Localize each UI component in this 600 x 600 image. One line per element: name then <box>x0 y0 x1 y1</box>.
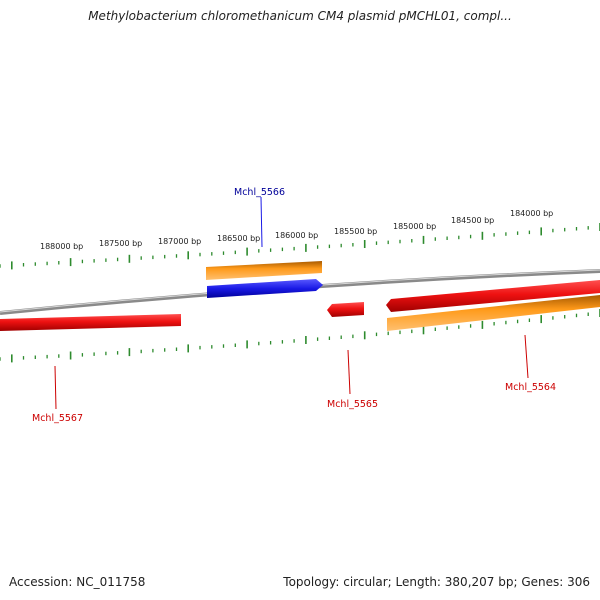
gene-mchl-5565[interactable] <box>327 302 364 317</box>
gene-mchl-5567[interactable] <box>0 314 181 331</box>
scale-label-184500: 184500 bp <box>451 216 494 225</box>
gene-bar-orange-upper[interactable] <box>206 261 322 280</box>
gene-mchl-5564[interactable] <box>387 295 600 331</box>
scale-label-188000: 188000 bp <box>40 242 83 251</box>
topology-summary-text: Topology: circular; Length: 380,207 bp; … <box>283 575 590 589</box>
gene-label-mchl-5566[interactable]: Mchl_5566 <box>234 187 285 198</box>
scale-label-185500: 185500 bp <box>334 227 377 236</box>
leader-mchl-5565 <box>347 349 351 395</box>
scale-label-186500: 186500 bp <box>217 234 260 243</box>
gene-mchl-5566[interactable] <box>207 279 323 298</box>
upper-scale-ticks <box>0 223 600 270</box>
gene-bar-red-right[interactable] <box>386 280 600 312</box>
lower-scale-ticks <box>0 309 600 363</box>
gene-label-mchl-5564[interactable]: Mchl_5564 <box>505 382 556 393</box>
leader-mchl-5567 <box>54 365 57 410</box>
scale-label-185000: 185000 bp <box>393 222 436 231</box>
scale-label-184000: 184000 bp <box>510 209 553 218</box>
gene-label-mchl-5567[interactable]: Mchl_5567 <box>32 413 83 424</box>
gene-label-mchl-5565[interactable]: Mchl_5565 <box>327 399 378 410</box>
accession-text: Accession: NC_011758 <box>9 575 146 589</box>
scale-label-187500: 187500 bp <box>99 239 142 248</box>
leader-mchl-5564 <box>524 334 529 379</box>
leader-mchl-5566 <box>260 196 263 248</box>
scale-label-187000: 187000 bp <box>158 237 201 246</box>
scale-label-186000: 186000 bp <box>275 231 318 240</box>
page-title: Methylobacterium chloromethanicum CM4 pl… <box>88 9 512 23</box>
